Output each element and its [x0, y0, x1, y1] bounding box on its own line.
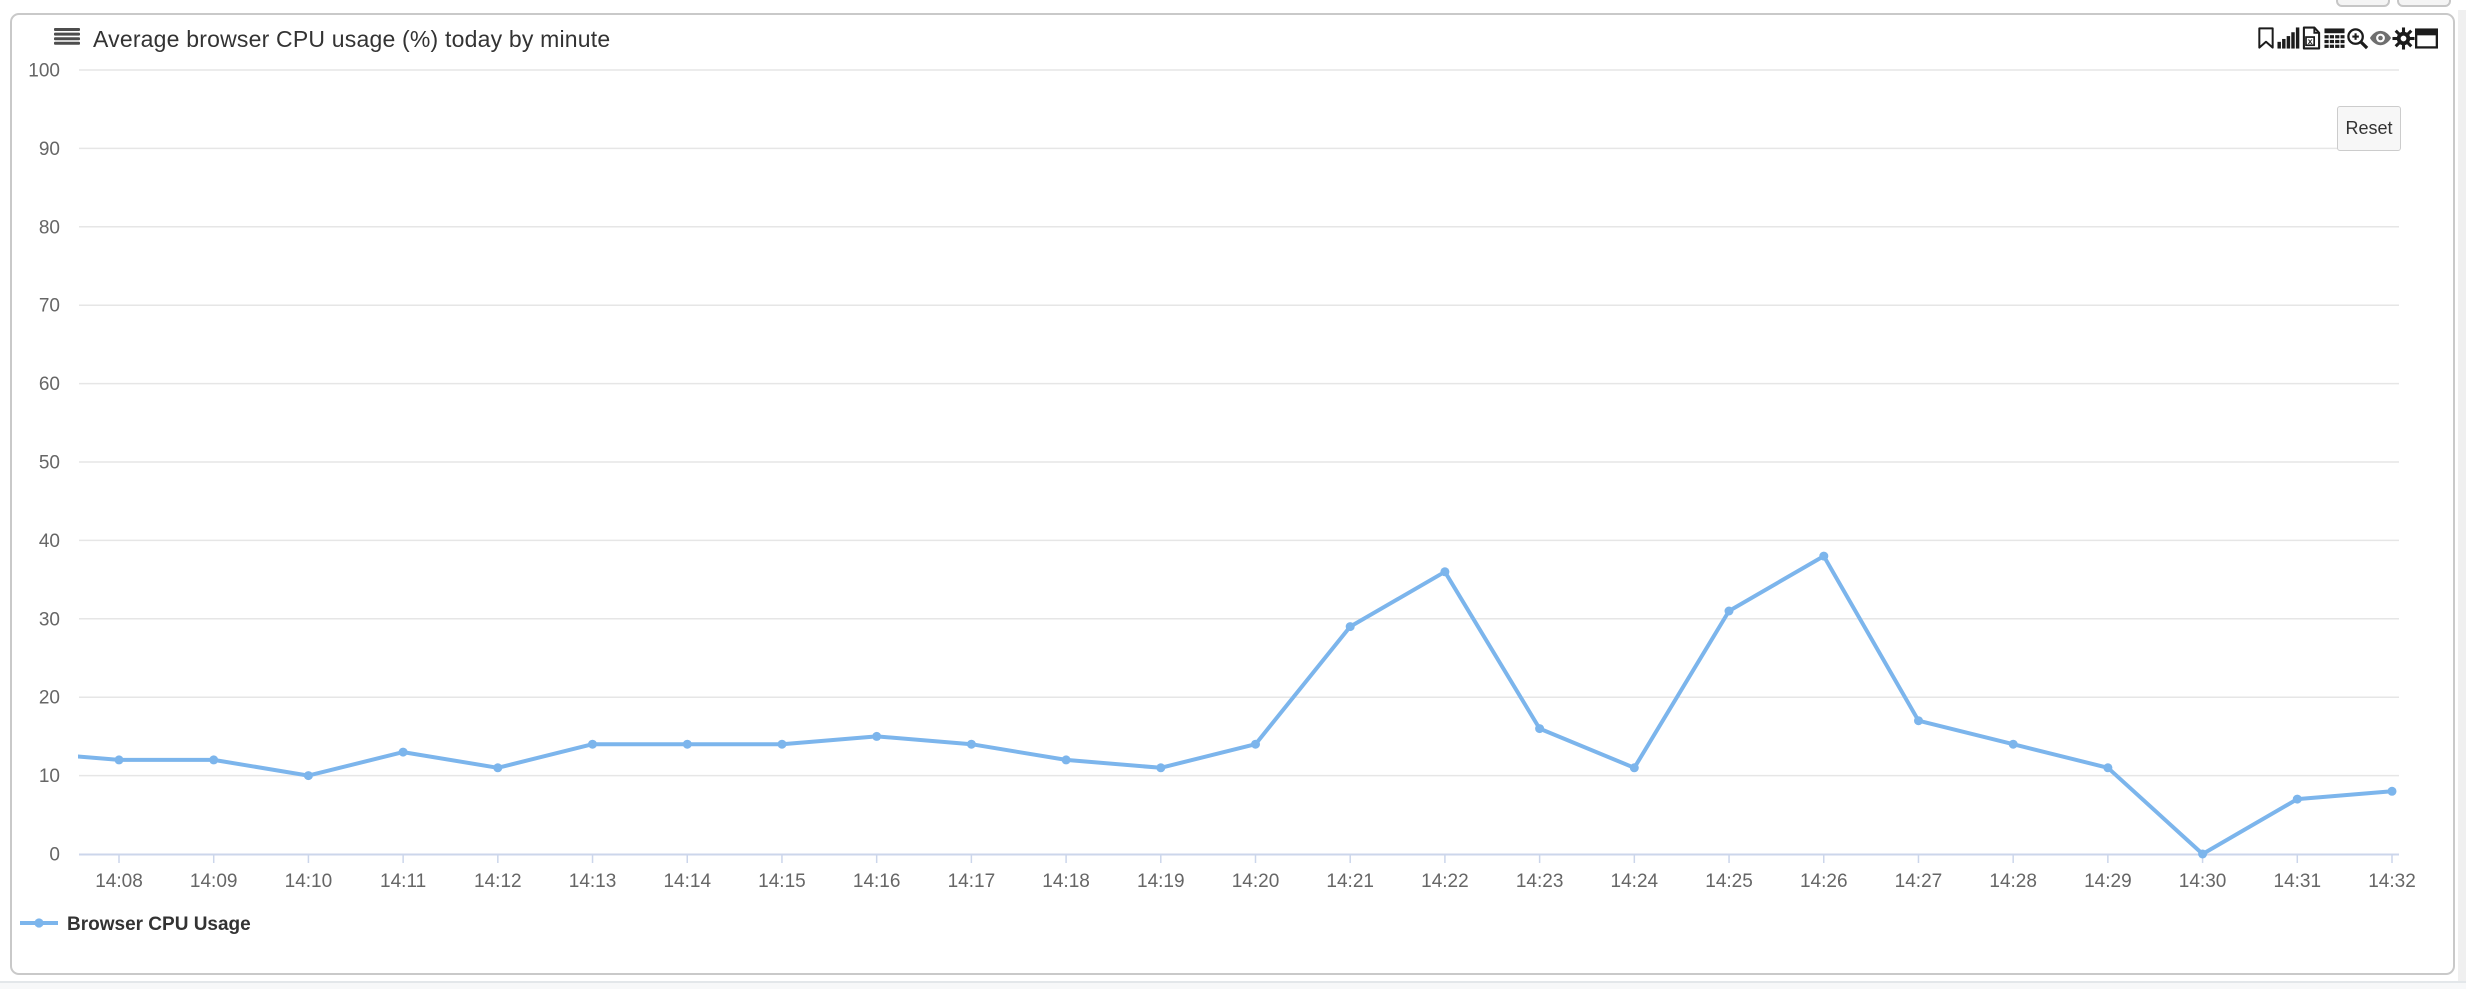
top-cropped-button-2[interactable]: [2397, 0, 2451, 7]
legend-item[interactable]: Browser CPU Usage: [20, 909, 251, 941]
svg-text:14:13: 14:13: [569, 871, 617, 892]
data-point[interactable]: [114, 755, 124, 765]
svg-text:100: 100: [28, 61, 60, 82]
data-point[interactable]: [1819, 551, 1829, 561]
svg-text:14:10: 14:10: [285, 871, 333, 892]
eye-icon[interactable]: [2369, 21, 2392, 55]
svg-text:14:11: 14:11: [380, 871, 426, 892]
svg-text:20: 20: [39, 688, 60, 709]
x-axis-labels: 14:08 14:09 14:10 14:11 14:12 14:13 14:14 14:15…: [95, 871, 2416, 892]
svg-text:40: 40: [39, 531, 60, 552]
data-point[interactable]: [872, 731, 882, 741]
chart-plot-area[interactable]: 0 10 20 30 40 50 60 70 80 90 100 14:08 14:09 14:10 14…: [12, 15, 2457, 977]
data-point[interactable]: [1629, 763, 1639, 773]
data-point[interactable]: [2103, 763, 2113, 773]
svg-text:x: x: [2308, 36, 2313, 46]
svg-text:14:28: 14:28: [1989, 871, 2037, 892]
svg-text:60: 60: [39, 374, 60, 395]
excel-export-icon[interactable]: x: [2300, 21, 2323, 55]
page-bottom-area: [0, 983, 2466, 989]
data-point[interactable]: [2387, 786, 2397, 796]
svg-text:14:24: 14:24: [1611, 871, 1659, 892]
svg-text:14:16: 14:16: [853, 871, 901, 892]
bookmark-icon[interactable]: [2254, 21, 2277, 55]
series-line[interactable]: [24, 554, 2394, 856]
data-point[interactable]: [1251, 739, 1260, 749]
data-point[interactable]: [2008, 739, 2018, 749]
data-point[interactable]: [2198, 849, 2208, 859]
data-point[interactable]: [1156, 763, 1166, 773]
svg-text:14:22: 14:22: [1421, 871, 1469, 892]
data-point[interactable]: [303, 771, 313, 781]
svg-text:14:26: 14:26: [1800, 871, 1848, 892]
svg-text:14:20: 14:20: [1232, 871, 1280, 892]
list-icon[interactable]: [54, 28, 80, 50]
data-point[interactable]: [1061, 755, 1071, 765]
svg-text:14:27: 14:27: [1895, 871, 1943, 892]
page-right-strip: [2458, 10, 2466, 989]
y-gridlines: [79, 69, 2399, 777]
svg-text:14:09: 14:09: [190, 871, 238, 892]
svg-text:14:30: 14:30: [2179, 871, 2227, 892]
data-point[interactable]: [682, 739, 692, 749]
data-point[interactable]: [1724, 606, 1734, 616]
svg-text:14:18: 14:18: [1042, 871, 1090, 892]
svg-text:30: 30: [39, 609, 60, 630]
series-markers: [114, 551, 2397, 859]
data-point[interactable]: [1345, 622, 1355, 632]
chart-panel: 0 10 20 30 40 50 60 70 80 90 100 14:08 14:09 14:10 14…: [10, 13, 2455, 975]
top-cropped-button-1[interactable]: [2336, 0, 2390, 7]
window-icon[interactable]: [2415, 21, 2438, 55]
panel-title: Average browser CPU usage (%) today by m…: [93, 25, 611, 52]
svg-text:14:21: 14:21: [1326, 871, 1374, 892]
svg-text:0: 0: [49, 845, 60, 866]
panel-header: Average browser CPU usage (%) today by m…: [54, 23, 610, 55]
data-table-icon[interactable]: [2323, 21, 2346, 55]
svg-text:50: 50: [39, 453, 60, 474]
data-point[interactable]: [1440, 567, 1450, 577]
page-bottom-divider: [0, 981, 2466, 983]
svg-text:14:08: 14:08: [95, 871, 143, 892]
zoom-in-icon[interactable]: [2346, 21, 2369, 55]
svg-text:14:17: 14:17: [948, 871, 996, 892]
data-point[interactable]: [493, 763, 503, 773]
svg-text:14:25: 14:25: [1705, 871, 1753, 892]
data-point[interactable]: [209, 755, 219, 765]
legend-label: Browser CPU Usage: [67, 914, 251, 935]
x-axis-ticks: [118, 855, 2393, 863]
svg-text:14:12: 14:12: [474, 871, 522, 892]
data-point[interactable]: [777, 739, 787, 749]
data-point[interactable]: [2292, 794, 2302, 804]
svg-text:14:15: 14:15: [758, 871, 806, 892]
legend-marker-icon: [20, 916, 58, 934]
data-point[interactable]: [588, 739, 597, 749]
svg-text:10: 10: [39, 766, 60, 787]
svg-text:14:29: 14:29: [2084, 871, 2132, 892]
data-point[interactable]: [1535, 724, 1545, 734]
settings-gear-icon[interactable]: [2392, 21, 2415, 55]
y-axis-labels: 0 10 20 30 40 50 60 70 80 90 100: [28, 61, 60, 866]
svg-text:14:31: 14:31: [2274, 871, 2322, 892]
reset-zoom-button[interactable]: Reset: [2337, 106, 2401, 151]
svg-text:14:14: 14:14: [663, 871, 711, 892]
svg-text:14:32: 14:32: [2368, 871, 2416, 892]
bar-chart-icon[interactable]: [2277, 21, 2300, 55]
panel-toolbar: x: [2254, 19, 2438, 57]
svg-text:90: 90: [39, 139, 60, 160]
data-point[interactable]: [398, 747, 408, 757]
svg-text:70: 70: [39, 296, 60, 317]
svg-text:14:19: 14:19: [1137, 871, 1185, 892]
svg-text:80: 80: [39, 217, 60, 238]
data-point[interactable]: [1914, 716, 1923, 726]
data-point[interactable]: [966, 739, 976, 749]
svg-text:14:23: 14:23: [1516, 871, 1564, 892]
